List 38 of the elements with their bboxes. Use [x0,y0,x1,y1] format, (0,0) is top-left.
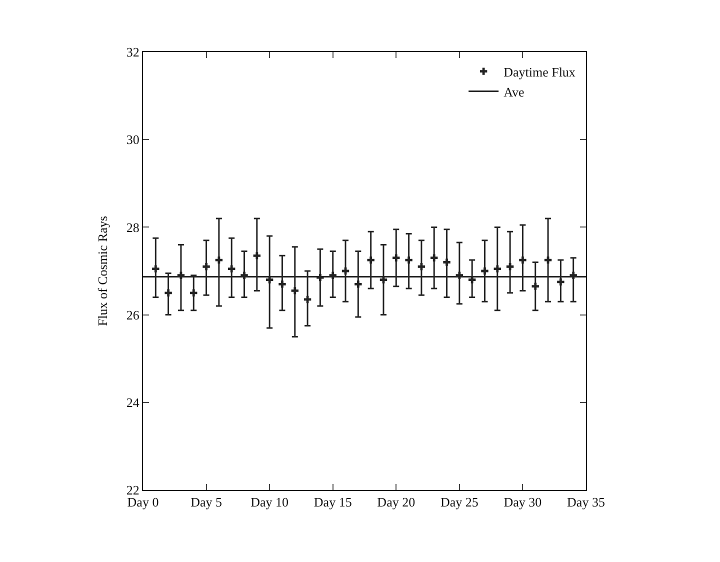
y-tick-label: 26 [126,307,140,322]
x-tick-label: Day 25 [440,494,478,510]
y-tick-label: 32 [126,44,140,60]
point [202,263,210,270]
point [544,256,552,264]
point [405,256,412,264]
point [291,287,298,294]
point [354,280,362,288]
x-tick-label: Day 35 [567,494,605,510]
x-tick-label: Day 10 [250,494,289,510]
x-tick-label: Day 20 [377,494,416,510]
y-tick-label: 24 [126,394,140,410]
point [506,263,514,270]
point [532,282,539,290]
point [164,289,172,296]
point [557,278,564,286]
point [443,258,450,266]
point [152,265,160,272]
x-tick-label: Day 30 [504,494,542,510]
point [278,280,286,288]
point [430,254,438,262]
y-axis-title: Flux of Cosmic Rays [95,216,110,326]
legend-label: Daytime Flux [504,64,576,80]
point [481,267,488,275]
point [190,289,198,296]
point [494,265,501,272]
x-tick-label: Day 5 [190,494,222,510]
point [519,256,526,264]
y-tick-label: 28 [126,220,140,235]
legend-label: Ave [504,84,524,100]
y-tick-label: 30 [126,132,140,148]
point [215,256,223,264]
point [418,263,426,270]
point [253,252,261,260]
point [367,256,374,264]
point [392,254,400,262]
point [228,265,236,272]
x-tick-label: Day 15 [314,494,352,510]
